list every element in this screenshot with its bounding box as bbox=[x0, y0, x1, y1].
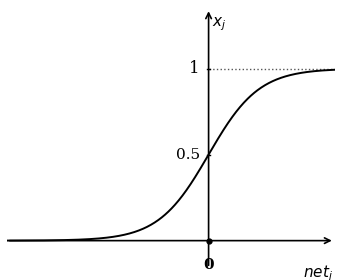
Text: 1: 1 bbox=[189, 60, 200, 77]
Text: $net_j$: $net_j$ bbox=[303, 263, 333, 280]
Text: 0: 0 bbox=[203, 258, 214, 272]
Text: $x_j$: $x_j$ bbox=[213, 15, 227, 33]
Text: 0.5: 0.5 bbox=[176, 148, 200, 162]
